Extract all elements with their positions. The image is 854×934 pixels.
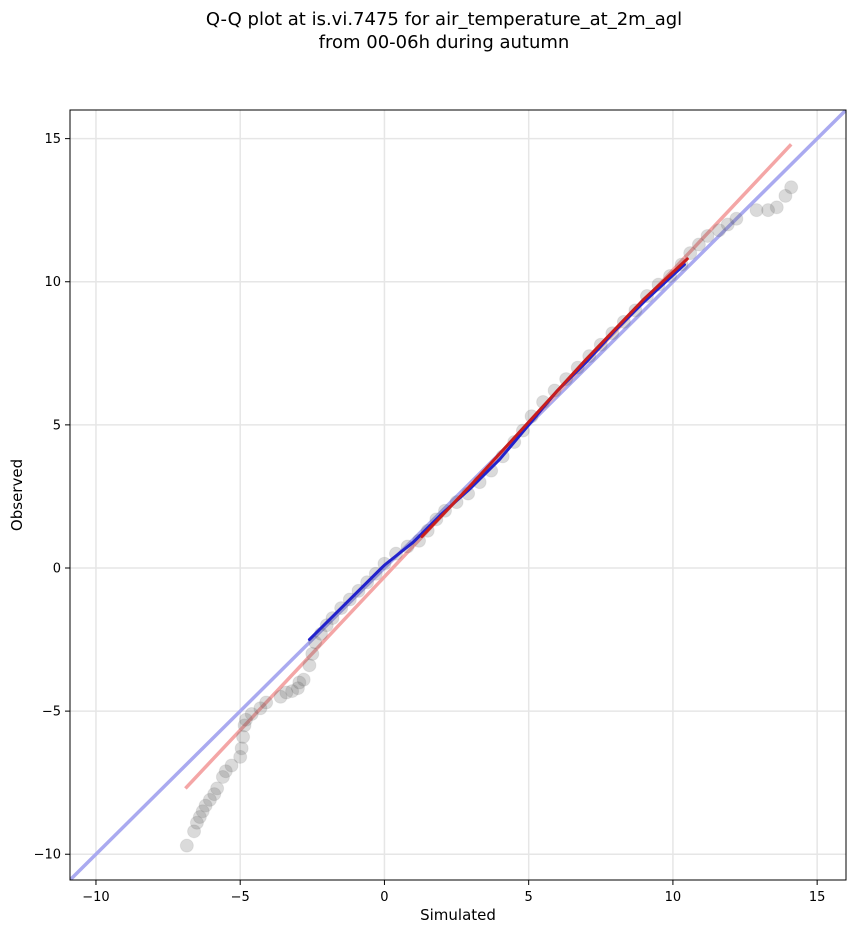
qq-point	[253, 701, 268, 716]
qq-point	[234, 741, 249, 756]
y-axis-label: Observed	[8, 459, 26, 531]
qq-segment-red	[420, 257, 689, 539]
qq-point	[784, 180, 799, 195]
qq-point	[259, 695, 274, 710]
qq-point	[238, 712, 253, 727]
qq-point	[305, 646, 320, 661]
qq-point	[215, 769, 230, 784]
qq-point	[292, 675, 307, 690]
qq-point	[290, 681, 305, 696]
y-axis-ticks: −10 −5 0 5 10 15	[34, 132, 70, 863]
qq-point	[236, 729, 251, 744]
qq-point	[202, 792, 217, 807]
qq-point	[207, 787, 222, 802]
plot-frame	[69, 109, 847, 881]
qq-point	[319, 618, 334, 633]
qq-point	[187, 824, 202, 839]
qq-point	[189, 815, 204, 830]
chart-title-line-1: Q-Q plot at is.vi.7475 for air_temperatu…	[206, 9, 682, 30]
qq-point	[691, 237, 706, 252]
qq-point	[273, 689, 288, 704]
chart-title-line-2: from 00-06h during autumn	[319, 32, 570, 53]
y-tick-label: 5	[53, 418, 61, 433]
qq-point	[712, 223, 727, 238]
x-tick-label: 15	[809, 890, 826, 905]
qq-point	[224, 758, 239, 773]
x-tick-label: 5	[525, 890, 533, 905]
qq-point	[761, 203, 776, 218]
y-tick-label: 0	[53, 561, 61, 576]
x-axis-label: Simulated	[420, 906, 496, 924]
qq-center-segments	[307, 257, 689, 642]
qq-point	[285, 684, 300, 699]
qq-point	[778, 188, 793, 203]
qq-point	[218, 764, 233, 779]
qq-point	[210, 781, 225, 796]
x-tick-label: 10	[665, 890, 682, 905]
qq-point	[237, 718, 252, 733]
qq-point	[198, 798, 213, 813]
qq-point	[683, 246, 698, 261]
grid-lines	[70, 110, 846, 880]
qq-point	[749, 203, 764, 218]
qq-point	[547, 383, 562, 398]
x-tick-label: −5	[231, 890, 250, 905]
qq-point	[720, 217, 735, 232]
y-tick-label: 15	[44, 132, 61, 147]
qq-point	[279, 685, 294, 700]
qq-point	[296, 672, 311, 687]
qq-point	[192, 810, 207, 825]
y-tick-label: −10	[34, 848, 61, 863]
qq-point	[195, 804, 210, 819]
identity-reference-line	[70, 110, 846, 880]
qq-point	[233, 749, 248, 764]
y-tick-label: 10	[44, 275, 61, 290]
qq-point	[244, 706, 259, 721]
qq-point	[302, 658, 317, 673]
qq-point	[729, 211, 744, 226]
qq-point	[179, 838, 194, 853]
x-tick-label: 0	[380, 890, 388, 905]
x-tick-label: −10	[82, 890, 109, 905]
x-axis-ticks: −10 −5 0 5 10 15	[82, 880, 825, 905]
qq-point	[700, 228, 715, 243]
qq-point	[769, 200, 784, 215]
plot-data	[70, 110, 846, 880]
y-tick-label: −5	[42, 705, 61, 720]
